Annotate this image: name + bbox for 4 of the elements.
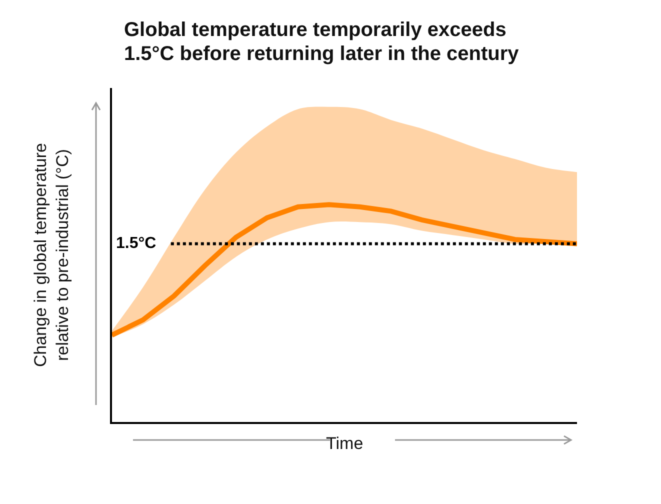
y-axis-title: Change in global temperature relative to pre-industrial (°C) (30, 142, 73, 369)
ref-line-label: 1.5°C (116, 235, 157, 252)
x-axis-title: Time (326, 434, 364, 453)
chart-title: Global temperature temporarily exceeds 1.5°C before returning later in the century (124, 18, 519, 66)
